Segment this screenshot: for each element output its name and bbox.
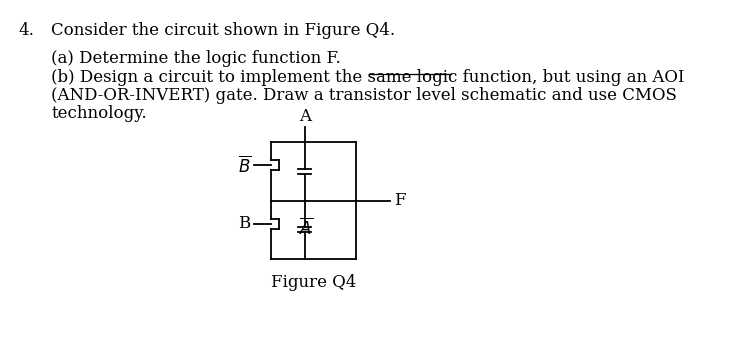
Text: A: A [299,108,311,125]
Text: $\overline{B}$: $\overline{B}$ [238,155,252,176]
Text: Consider the circuit shown in Figure Q4.: Consider the circuit shown in Figure Q4. [51,22,395,39]
Text: technology.: technology. [51,105,146,122]
Text: (a) Determine the logic function F.: (a) Determine the logic function F. [51,50,341,67]
Text: (AND-OR-INVERT) gate. Draw a transistor level schematic and use CMOS: (AND-OR-INVERT) gate. Draw a transistor … [51,87,677,104]
Text: Figure Q4: Figure Q4 [271,274,356,291]
Text: (b) Design a circuit to implement the same logic function, but using an AOI: (b) Design a circuit to implement the sa… [51,69,684,86]
Text: B: B [238,215,250,233]
Text: 4.: 4. [18,22,35,39]
Text: F: F [394,192,406,209]
Text: $\overline{A}$: $\overline{A}$ [300,217,314,238]
